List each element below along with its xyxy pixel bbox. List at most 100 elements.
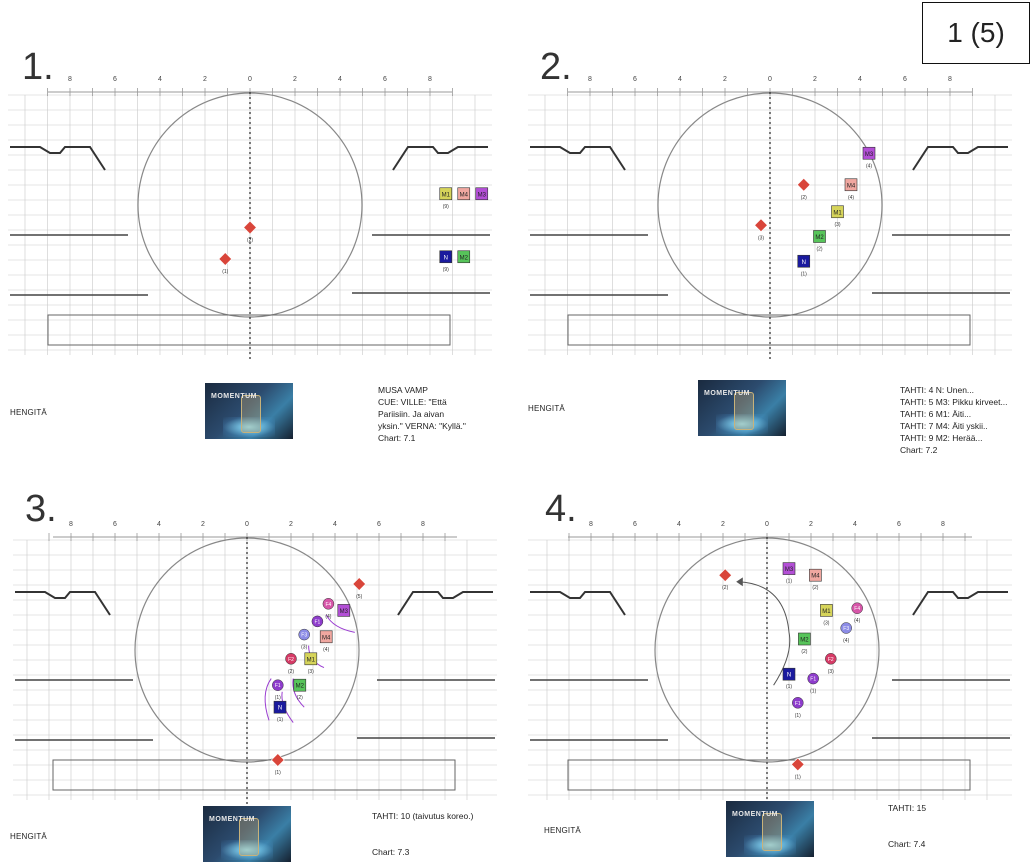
hengita-label: HENGITÄ <box>544 826 581 835</box>
ruler-tick-label: 0 <box>248 76 252 83</box>
ruler-tick-label: 6 <box>383 76 387 83</box>
ruler-tick-label: 8 <box>68 76 72 83</box>
thumbnail-figure <box>239 818 259 856</box>
performer-n: N (9) <box>439 250 453 273</box>
svg-text:F4: F4 <box>854 606 860 612</box>
momentum-logo: MOMENTUM <box>209 816 255 823</box>
cue-note-line: CUE: VILLE: "Että <box>378 397 447 407</box>
svg-text:N: N <box>802 260 806 266</box>
svg-text:(3): (3) <box>301 645 307 651</box>
svg-text:(4): (4) <box>848 195 854 201</box>
performer-m4: M4 (2) <box>809 568 822 591</box>
ruler-tick-label: 8 <box>589 521 593 528</box>
cue-notes: TAHTI: 4 N: Unen... TAHTI: 5 M3: Pikku ki… <box>900 384 1008 456</box>
performer-f3: F3 (3) <box>298 628 310 651</box>
cue-note-line: TAHTI: 15 <box>888 803 927 813</box>
ruler-tick-label: 0 <box>765 521 769 528</box>
svg-text:M1: M1 <box>833 210 842 216</box>
svg-text:F1: F1 <box>275 683 281 689</box>
performer-m2: M2 (2) <box>293 678 307 701</box>
svg-text:(3): (3) <box>823 620 829 626</box>
svg-text:F4: F4 <box>325 602 331 608</box>
cue-note-line: Pariisiin. Ja aivan <box>378 409 445 419</box>
ruler-tick-label: 8 <box>941 521 945 528</box>
svg-text:M2: M2 <box>815 235 824 241</box>
performer-m1: M1 (3) <box>304 652 318 675</box>
performer-n: N (1) <box>797 254 811 277</box>
performer-m4: M4 <box>457 187 471 201</box>
performer-f2: F2 (3) <box>825 653 837 675</box>
performer-n: N (1) <box>273 700 287 723</box>
svg-text:(3): (3) <box>834 222 840 228</box>
ruler-tick-label: 4 <box>858 76 862 83</box>
position-mark-diamond: (2) <box>796 177 811 201</box>
scene-thumbnail: MOMENTUM <box>205 383 293 439</box>
svg-text:(5): (5) <box>356 594 362 600</box>
svg-text:F1: F1 <box>810 677 816 683</box>
panel-number: 4. <box>545 488 577 530</box>
cue-note-line: TAHTI: 6 M1: Äiti... <box>900 409 972 419</box>
ruler-tick-label: 6 <box>377 521 381 528</box>
svg-text:(4): (4) <box>323 647 329 653</box>
stage-diagram: 8 6 4 2 0 2 4 6 8 (2) (1) M1 (9) M4 M3 N (9) M2 <box>8 76 492 360</box>
ruler-tick-label: 8 <box>421 521 425 528</box>
svg-text:F1: F1 <box>314 619 320 625</box>
performer-m2: M2 (2) <box>813 230 826 253</box>
panel-number: 2. <box>540 46 572 88</box>
ruler-tick-label: 8 <box>948 76 952 83</box>
svg-text:F2: F2 <box>828 657 834 663</box>
ruler-tick-label: 6 <box>633 521 637 528</box>
svg-text:(2): (2) <box>247 238 253 244</box>
ruler-tick-label: 2 <box>809 521 813 528</box>
hengita-label: HENGITÄ <box>528 404 565 413</box>
hengita-label: HENGITÄ <box>10 832 47 841</box>
svg-text:M2: M2 <box>800 638 809 644</box>
svg-text:(4): (4) <box>854 618 860 624</box>
ruler-tick-label: 4 <box>158 76 162 83</box>
position-mark-diamond: (2) <box>243 220 257 244</box>
svg-text:N: N <box>278 706 282 712</box>
cue-notes: MUSA VAMP CUE: VILLE: "Että Pariisiin. Ja … <box>378 384 466 444</box>
svg-text:(4): (4) <box>866 163 872 169</box>
performer-m3: M3 (1) <box>782 562 796 585</box>
svg-text:(3): (3) <box>828 669 834 675</box>
svg-text:(1): (1) <box>786 684 792 690</box>
svg-text:N: N <box>444 255 448 261</box>
cue-note-line: yksin." VERNA: "Kyllä." <box>378 421 466 431</box>
cue-notes: TAHTI: 10 (taivutus koreo.) Chart: 7.3 <box>372 810 473 858</box>
svg-text:M1: M1 <box>442 192 451 198</box>
svg-text:M1: M1 <box>307 657 316 663</box>
performer-m4: M4 (4) <box>844 178 858 201</box>
ruler-tick-label: 2 <box>203 76 207 83</box>
ruler-tick-label: 2 <box>289 521 293 528</box>
performer-f1: F1 (1) <box>792 697 804 719</box>
cue-note-line: Chart: 7.3 <box>372 847 410 857</box>
svg-text:(2): (2) <box>816 247 822 253</box>
svg-text:(3): (3) <box>758 235 764 241</box>
ruler-tick-label: 4 <box>678 76 682 83</box>
performer-f4: F4 (4) <box>851 602 863 624</box>
ruler-tick-label: 4 <box>338 76 342 83</box>
panel-number: 3. <box>25 488 57 530</box>
svg-text:(1): (1) <box>795 774 801 780</box>
svg-text:(4): (4) <box>325 614 331 620</box>
ruler-tick-label: 2 <box>723 76 727 83</box>
ruler-tick-label: 2 <box>293 76 297 83</box>
svg-text:F2: F2 <box>288 657 294 663</box>
cue-note-line: TAHTI: 5 M3: Pikku kirveet... <box>900 397 1008 407</box>
ruler-tick-label: 6 <box>897 521 901 528</box>
performer-f1: F1 (1) <box>807 672 819 695</box>
momentum-logo: MOMENTUM <box>732 811 778 818</box>
momentum-logo: MOMENTUM <box>704 390 750 397</box>
cue-note-line: TAHTI: 4 N: Unen... <box>900 385 975 395</box>
ruler-tick-label: 0 <box>245 521 249 528</box>
thumbnail-figure <box>734 392 754 430</box>
stage-diagram: 8 6 4 2 0 2 4 6 8 (2) (1) M3 (1) M4 (2) M1 (3) F4 (4) F3 (4)… <box>528 521 1012 805</box>
svg-text:(1): (1) <box>795 713 801 719</box>
scene-thumbnail: MOMENTUM <box>698 380 786 436</box>
cue-note-line: Chart: 7.2 <box>900 445 938 455</box>
cue-note-line <box>372 834 473 846</box>
cue-note-line: MUSA VAMP <box>378 385 428 395</box>
hengita-label: HENGITÄ <box>10 408 47 417</box>
svg-text:(1): (1) <box>277 717 283 723</box>
